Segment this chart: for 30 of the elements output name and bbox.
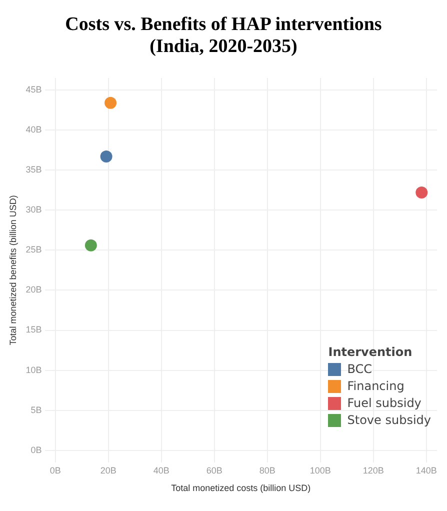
point (104, 96, 117, 109)
x-tick-label: 20B (100, 465, 116, 476)
y-tick-label: 25B (26, 244, 42, 255)
x-axis-title: Total monetized costs (billion USD) (171, 483, 311, 494)
legend-label: Stove subsidy (347, 413, 431, 427)
y-tick-label: 10B (26, 364, 42, 375)
x-tick-label: 120B (362, 465, 384, 476)
y-tick-label: 35B (26, 164, 42, 175)
y-axis-title: Total monetized benefits (billion USD) (8, 195, 18, 346)
legend-title: Intervention (328, 345, 414, 359)
legend-label: Fuel subsidy (347, 396, 422, 410)
y-tick-label: 45B (26, 84, 42, 94)
y-tick-label: 30B (26, 204, 42, 215)
point (100, 150, 112, 162)
y-tick-label: 20B (26, 284, 42, 295)
legend-label: Financing (347, 379, 404, 393)
y-tick-label: 40B (26, 124, 42, 135)
x-tick-label: 40B (153, 465, 170, 476)
x-tick-label: 0B (50, 465, 61, 476)
chart-title: Costs vs. Benefits of HAP interventions (India, 2020-2035) (64, 14, 383, 58)
legend-label: BCC (347, 362, 372, 376)
point (84, 239, 97, 252)
x-tick-label: 60B (206, 465, 222, 476)
y-tick-label: 5B (30, 404, 42, 415)
x-tick-label: 80B (259, 465, 276, 476)
point (416, 186, 428, 199)
y-tick-label: 15B (26, 324, 42, 335)
x-tick-label: 140B (416, 465, 437, 476)
y-tick-label: 0B (30, 444, 42, 455)
x-tick-label: 100B (310, 465, 331, 476)
